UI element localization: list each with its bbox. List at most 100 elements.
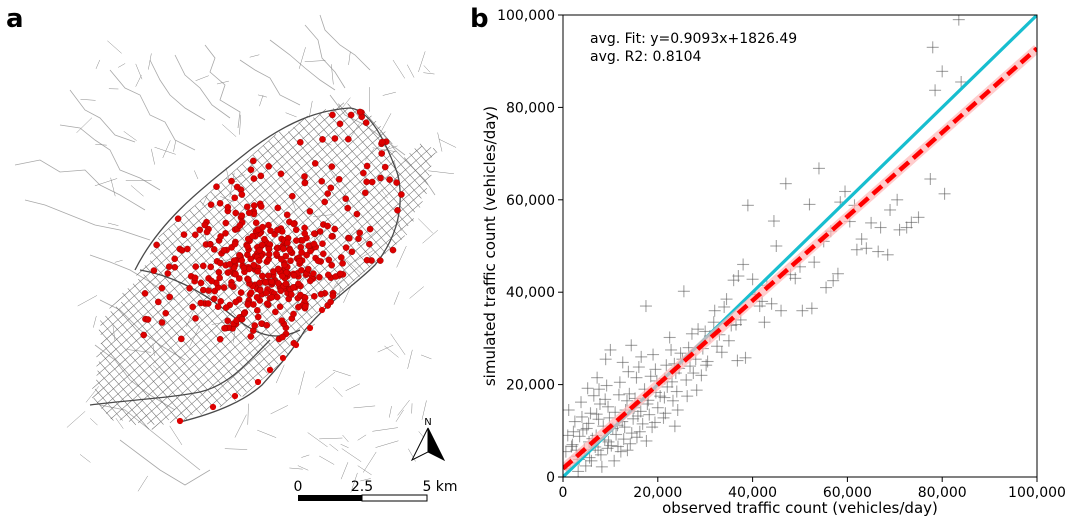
traffic-station-dot — [159, 285, 165, 291]
traffic-station-dot — [312, 160, 318, 166]
traffic-station-dot — [239, 192, 245, 198]
traffic-station-dot — [233, 210, 239, 216]
traffic-station-dot — [346, 235, 352, 241]
data-point — [608, 455, 620, 467]
traffic-station-dot — [281, 262, 287, 268]
traffic-station-dot — [280, 355, 286, 361]
y-axis-label: simulated traffic count (vehicles/day) — [481, 106, 499, 386]
data-point — [739, 352, 751, 364]
data-point — [560, 446, 572, 458]
traffic-station-dot — [251, 176, 257, 182]
traffic-station-dot — [248, 333, 254, 339]
traffic-station-dot — [311, 231, 317, 237]
data-point — [913, 211, 925, 223]
traffic-station-dot — [302, 225, 308, 231]
data-point — [721, 293, 733, 305]
data-point — [602, 401, 614, 413]
traffic-station-dot — [258, 173, 264, 179]
traffic-station-dot — [299, 237, 305, 243]
traffic-station-dot — [255, 379, 261, 385]
y-tick-label: 0 — [546, 470, 555, 486]
traffic-station-dot — [295, 304, 301, 310]
traffic-station-dot — [288, 291, 294, 297]
data-point — [633, 361, 645, 373]
data-point — [929, 84, 941, 96]
traffic-station-dot — [275, 205, 281, 211]
traffic-station-dot — [369, 179, 375, 185]
data-point — [820, 282, 832, 294]
traffic-station-dot — [291, 221, 297, 227]
traffic-station-dot — [357, 109, 363, 115]
data-point — [588, 390, 600, 402]
scatter-points — [560, 14, 967, 478]
data-point — [758, 316, 770, 328]
traffic-station-dot — [210, 404, 216, 410]
panel-a-map: a — [6, 4, 458, 501]
traffic-station-dot — [255, 268, 261, 274]
data-point — [891, 194, 903, 206]
traffic-station-dot — [192, 315, 198, 321]
traffic-station-dot — [325, 223, 331, 229]
traffic-station-dot — [248, 290, 254, 296]
traffic-station-dot — [284, 240, 290, 246]
traffic-station-dot — [266, 246, 272, 252]
data-point — [678, 285, 690, 297]
traffic-station-dot — [287, 247, 293, 253]
traffic-station-dot — [280, 246, 286, 252]
traffic-station-dot — [227, 261, 233, 267]
traffic-station-dot — [398, 191, 404, 197]
traffic-station-dot — [287, 258, 293, 264]
traffic-station-dot — [363, 120, 369, 126]
traffic-station-dot — [264, 322, 270, 328]
traffic-station-dot — [279, 318, 285, 324]
data-point — [617, 356, 629, 368]
traffic-station-dot — [364, 163, 370, 169]
traffic-station-dot — [208, 264, 214, 270]
traffic-station-dot — [254, 294, 260, 300]
traffic-station-dot — [154, 242, 160, 248]
traffic-station-dot — [293, 238, 299, 244]
traffic-station-dot — [343, 245, 349, 251]
traffic-station-dot — [241, 310, 247, 316]
scale-tick-2-5: 2.5 — [351, 479, 373, 495]
scale-tick-5km: 5 km — [422, 479, 457, 495]
data-point — [731, 355, 743, 367]
data-point — [575, 396, 587, 408]
traffic-station-dot — [338, 254, 344, 260]
traffic-station-dot — [278, 256, 284, 262]
traffic-station-dot — [291, 272, 297, 278]
traffic-station-dot — [172, 256, 178, 262]
traffic-station-dot — [177, 418, 183, 424]
traffic-station-dot — [316, 274, 322, 280]
data-point — [652, 402, 664, 414]
traffic-station-dot — [394, 180, 400, 186]
traffic-station-dot — [256, 258, 262, 264]
traffic-station-dot — [379, 139, 385, 145]
traffic-station-dot — [302, 180, 308, 186]
data-point — [766, 298, 778, 310]
traffic-station-dot — [298, 267, 304, 273]
traffic-station-dot — [311, 293, 317, 299]
traffic-station-dot — [179, 247, 185, 253]
traffic-station-dot — [246, 210, 252, 216]
traffic-station-dot — [387, 177, 393, 183]
data-point — [582, 382, 594, 394]
traffic-station-dot — [284, 212, 290, 218]
traffic-station-dot — [248, 256, 254, 262]
y-tick-label: 80,000 — [506, 100, 555, 116]
data-point — [635, 351, 647, 363]
traffic-station-dot — [279, 334, 285, 340]
traffic-station-dot — [197, 227, 203, 233]
data-point — [563, 404, 575, 416]
traffic-station-dot — [245, 302, 251, 308]
traffic-station-dot — [192, 275, 198, 281]
traffic-station-dot — [325, 272, 331, 278]
traffic-station-dot — [275, 266, 281, 272]
traffic-station-dot — [360, 170, 366, 176]
traffic-station-dot — [332, 226, 338, 232]
traffic-station-dot — [217, 336, 223, 342]
traffic-station-dot — [348, 112, 354, 118]
traffic-station-dot — [319, 136, 325, 142]
data-point — [780, 178, 792, 190]
